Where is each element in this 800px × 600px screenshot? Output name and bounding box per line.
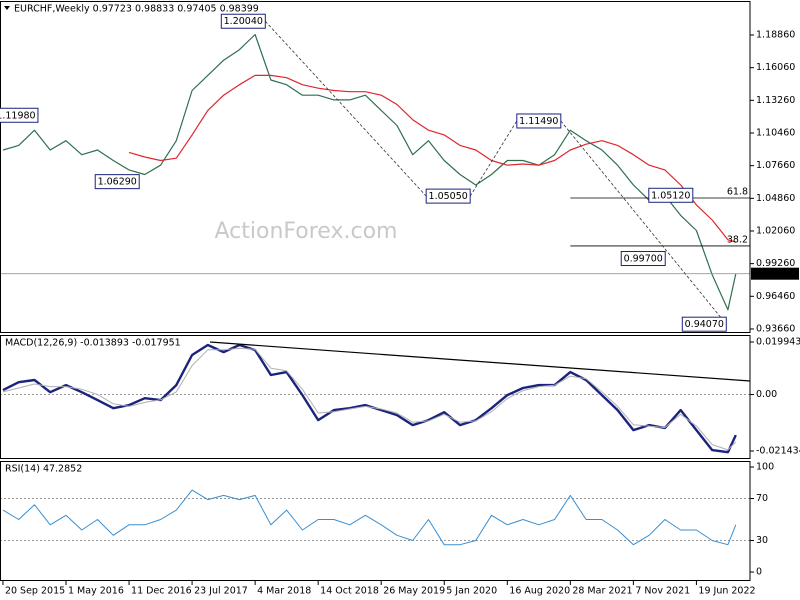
y-tick-label: 0.00 [756,389,777,400]
macd-frame [0,335,751,459]
last-price-label: 0.98399 [755,268,794,279]
watermark: ActionForex.com [215,219,398,244]
annotation-label: 1.20040 [224,16,263,27]
annotation-label: 0.99700 [624,254,663,265]
x-tick-label: 16 Aug 2020 [509,586,570,597]
y-tick-label: 1.16060 [756,62,795,73]
y-tick-label: 0.019943 [756,336,800,347]
last-price-box [751,267,799,280]
annotation-label: 1.06290 [98,177,137,188]
annotation-label: 0.94070 [685,319,724,330]
x-tick-label: 20 Sep 2015 [5,586,65,597]
x-tick-label: 4 Mar 2018 [257,586,311,597]
y-tick-label: 30 [756,535,768,546]
x-tick-label: 5 Jan 2020 [446,586,497,597]
annotation-label: 1.11490 [519,116,558,127]
rsi-title: RSI(14) 47.2852 [5,464,82,475]
series-line [2,33,737,311]
y-tick-label: -0.021434 [756,446,800,457]
fib-label: 61.8 [727,186,748,197]
annotation-box [94,174,140,190]
y-tick-label: 0.99260 [756,258,795,269]
annotation-box [681,316,727,332]
marks [0,20,750,546]
y-tick-label: 1.07660 [756,160,795,171]
series-line [2,489,737,546]
annotation-box [648,187,694,203]
y-tick-label: 1.02060 [756,225,795,236]
y-tick-label: 1.10460 [756,127,795,138]
x-tick-label: 1 May 2016 [68,586,124,597]
x-tick-label: 11 Dec 2016 [131,586,192,597]
swing-line [560,120,727,325]
annotation-box [220,13,266,29]
y-tick-label: 1.04860 [756,193,795,204]
y-tick-label: 100 [756,462,774,473]
annotation-label: 1.05050 [429,191,468,202]
price-frame [0,1,751,333]
y-tick-label: 0.96460 [756,291,795,302]
annotation-box [516,113,562,129]
series-line [2,347,737,451]
y-tick-label: 1.18860 [756,30,795,41]
y-tick-label: 1.13260 [756,95,795,106]
x-tick-label: 7 Nov 2021 [635,586,690,597]
annotation-box [425,188,471,204]
series-line [128,74,736,243]
macd-trendline [209,341,751,382]
rsi-frame [0,461,751,581]
y-tick-label: 0.93660 [756,323,795,334]
annotation-box [620,251,666,267]
annotation-label: 1.05120 [651,190,690,201]
x-tick-label: 14 Oct 2018 [320,586,379,597]
x-tick-label: 23 Jul 2017 [194,586,248,597]
macd-title: MACD(12,26,9) -0.013893 -0.017951 [5,338,181,349]
x-tick-label: 28 Mar 2021 [572,586,632,597]
y-tick-label: 0 [756,567,762,578]
fib-label: 38.2 [727,234,748,245]
price-title: EURCHF,Weekly 0.97723 0.98833 0.97405 0.… [14,4,259,15]
y-tick-label: 70 [756,493,768,504]
menu-triangle [4,6,10,10]
annotation-label: 1.11980 [0,110,36,121]
annotation-box [0,107,39,123]
x-tick-label: 26 May 2019 [383,586,445,597]
x-tick-label: 19 Jun 2022 [698,586,755,597]
